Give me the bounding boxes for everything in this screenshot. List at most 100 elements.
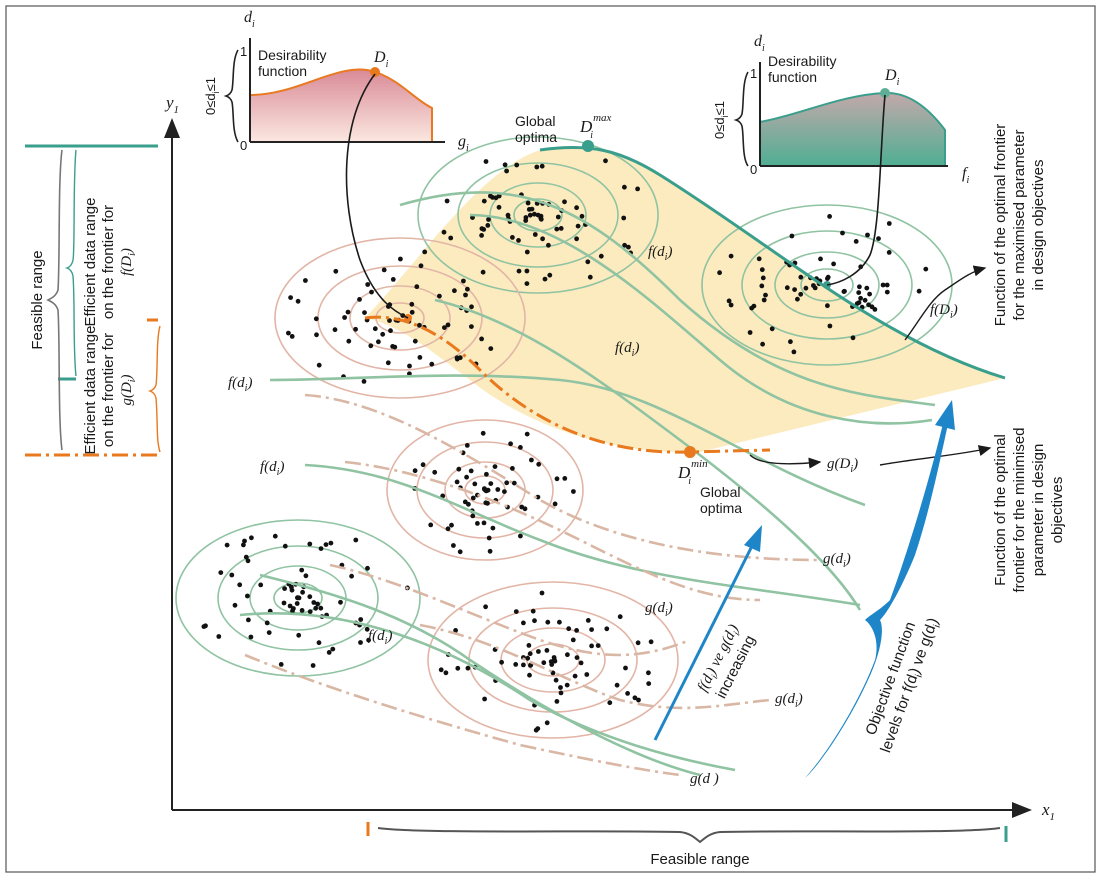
arrow-gD-left <box>749 454 822 469</box>
cluster-dot <box>390 277 396 282</box>
cluster-dot <box>412 338 418 344</box>
cluster-dot <box>417 322 422 328</box>
cluster-dot <box>524 431 530 437</box>
cluster-dot <box>294 601 300 606</box>
cluster-dot <box>289 584 294 590</box>
cluster-dot <box>286 330 291 336</box>
cluster-dot <box>571 489 576 494</box>
cluster-dot <box>528 663 533 668</box>
cluster-dot <box>595 643 601 648</box>
f-curve-1 <box>399 191 936 407</box>
cluster-dot <box>381 267 387 273</box>
inset-left-area <box>250 69 432 142</box>
cluster-dot <box>463 292 468 298</box>
cluster-dot <box>295 595 300 601</box>
cluster-dot <box>862 297 868 303</box>
connector-right <box>826 94 886 286</box>
cluster-ring <box>217 545 379 651</box>
cluster-dot <box>769 326 775 332</box>
cluster-dot <box>589 643 594 649</box>
cluster-dot <box>318 605 324 611</box>
cluster-dot <box>248 634 254 640</box>
cluster-dot <box>428 522 434 528</box>
cluster-dot <box>884 282 890 288</box>
cluster-dot <box>398 256 403 262</box>
cluster-dot <box>368 343 374 349</box>
cluster-dot <box>825 303 830 309</box>
curve-labels: f(di) f(di) f(di) f(di) f(di) g(di) g(di… <box>228 244 958 787</box>
cluster-dot <box>598 253 604 259</box>
cluster-dot <box>342 315 347 320</box>
cluster-dot <box>524 281 530 286</box>
cluster-dot <box>417 355 423 360</box>
cluster-dot <box>249 535 254 541</box>
f-curve-6 <box>469 213 933 425</box>
cluster-dot <box>358 617 364 622</box>
cluster-dot <box>534 164 540 170</box>
cluster-dot <box>299 608 305 613</box>
cluster-dot <box>788 339 793 345</box>
cluster-ring <box>175 519 421 677</box>
cluster-dot <box>482 487 488 493</box>
cluster-dot <box>760 341 765 347</box>
cluster-dot <box>376 339 381 345</box>
cluster-dot <box>465 665 471 671</box>
inset-left-tick-0: 0 <box>240 138 247 153</box>
cluster-dot <box>535 212 541 218</box>
cluster-dot <box>472 481 478 487</box>
cluster-dot <box>385 360 391 366</box>
cluster-dot <box>585 259 591 265</box>
cluster-dot <box>482 696 487 702</box>
cluster-dot <box>314 332 319 338</box>
cluster-ring <box>489 182 587 248</box>
cluster-dot <box>728 302 734 308</box>
inset-right-brace <box>733 71 749 167</box>
cluster-dot <box>483 500 489 506</box>
left-efficient-g-label: Efficient data range on the frontier for… <box>82 326 138 455</box>
max-optimum-label: Global optima Dimax <box>515 112 612 145</box>
svg-text:for the maximised parameter: for the maximised parameter <box>1011 130 1028 321</box>
cluster-dot <box>923 266 929 272</box>
cluster-dot <box>717 270 722 276</box>
cluster-dot <box>607 700 613 706</box>
cluster-dot <box>492 464 498 469</box>
cluster-dot <box>441 229 447 235</box>
inset-right-range: 0≤di≤1 <box>712 101 730 139</box>
svg-text:Function of the optimal fronti: Function of the optimal frontier <box>992 124 1009 327</box>
svg-text:objectives: objectives <box>1049 477 1066 544</box>
cluster-dot <box>496 193 502 199</box>
cluster-dot <box>282 543 288 549</box>
inset-left-point-label: Di <box>373 49 389 70</box>
data-clusters <box>175 136 953 739</box>
label-g-3: g(di) <box>775 691 803 710</box>
cluster-dot <box>357 297 362 302</box>
cluster-dot <box>229 572 235 578</box>
cluster-dot <box>338 599 343 605</box>
cluster-dot <box>502 162 508 168</box>
cluster-dot <box>296 632 302 638</box>
cluster-dot <box>420 462 426 468</box>
cluster-dot <box>865 232 870 238</box>
cluster-dot <box>407 363 412 369</box>
cluster-dot <box>307 594 313 600</box>
cluster-dot <box>514 162 520 168</box>
svg-text:g(Di): g(Di) <box>119 374 138 405</box>
cluster-dot <box>307 609 313 615</box>
cluster-dot <box>542 276 548 282</box>
cluster-dot <box>850 335 856 341</box>
inset-right-title-2: function <box>768 69 817 85</box>
increasing-label: f(di) ve g(di) increasing <box>695 622 759 701</box>
inset-left-range: 0≤di≤1 <box>203 77 221 115</box>
x-axis-arrow <box>1012 802 1032 818</box>
f-curves <box>239 191 936 777</box>
cluster-dot <box>461 278 466 284</box>
cluster-dot <box>466 501 471 507</box>
cluster-dot <box>332 327 338 333</box>
cluster-dot <box>316 640 322 646</box>
cluster-dot <box>536 649 541 654</box>
cluster-dot <box>857 284 862 290</box>
f-curve-5 <box>434 298 862 611</box>
cluster-dot <box>414 284 420 290</box>
cluster-dot <box>853 239 859 244</box>
